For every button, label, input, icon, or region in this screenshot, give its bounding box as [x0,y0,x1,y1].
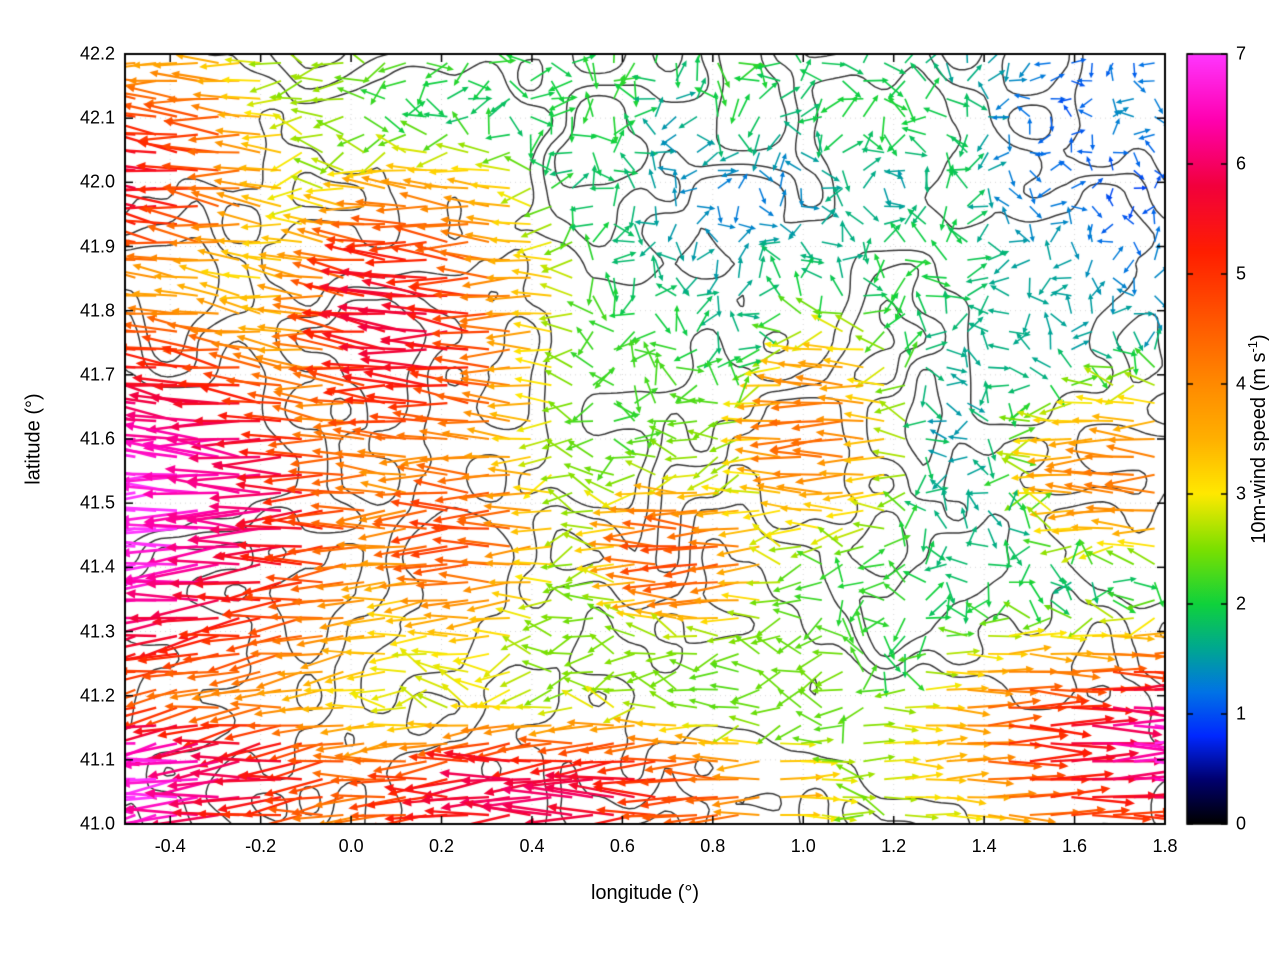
y-tick-label: 41.0 [79,813,115,834]
colorbar-tick-label: 5 [1236,263,1247,284]
colorbar-label-text: 10m-wind speed (m s [1247,352,1270,544]
x-tick-label: 1.4 [971,836,997,856]
x-tick-label: 1.8 [1152,836,1178,856]
y-tick-label: 41.6 [79,428,115,449]
y-tick-label: 41.5 [79,492,115,513]
y-tick-label: 42.1 [79,107,115,128]
colorbar-label-exponent: -1 [1245,340,1261,353]
colorbar-tick-label: 4 [1236,373,1247,394]
y-tick-label: 41.1 [79,749,115,770]
y-tick-label: 41.2 [79,685,115,706]
x-tick-label: 0.4 [519,836,545,856]
colorbar-tick-label: 2 [1236,593,1247,614]
y-tick-label: 41.4 [79,556,115,577]
colorbar-tick-label: 0 [1236,813,1247,834]
x-tick-label: 0.6 [609,836,635,856]
x-tick-label: -0.4 [154,836,186,856]
y-axis-label: latitude (°) [22,393,45,485]
x-tick-label: 0.8 [700,836,726,856]
x-axis-label: longitude (°) [590,882,700,904]
colorbar-tick-label: 7 [1236,43,1247,64]
y-tick-label: 41.8 [79,300,115,321]
colorbar-label: 10m-wind speed (m s-1) [1245,334,1271,543]
y-tick-label: 41.9 [79,236,115,256]
x-tick-label: 0.0 [338,836,364,856]
x-tick-label: -0.2 [245,836,277,856]
y-tick-label: 42.2 [79,43,115,64]
y-tick-label: 41.7 [79,364,115,385]
x-tick-label: 1.6 [1062,836,1088,856]
colorbar-label-close: ) [1247,334,1270,341]
x-tick-label: 0.2 [429,836,455,856]
y-tick-label: 41.3 [79,621,115,641]
colorbar-tick-label: 3 [1236,483,1247,504]
y-tick-label: 42.0 [79,171,115,192]
x-tick-label: 1.0 [790,836,816,856]
x-tick-label: 1.2 [881,836,907,856]
colorbar-tick-label: 1 [1236,703,1247,724]
colorbar-tick-label: 6 [1236,153,1247,174]
